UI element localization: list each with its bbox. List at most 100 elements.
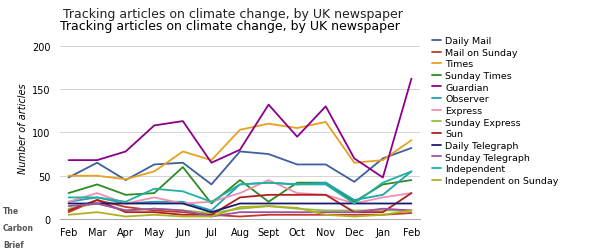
Line: Sunday Times: Sunday Times (68, 167, 412, 204)
Independent (293, 183, 301, 186)
Mail on Sunday (322, 213, 329, 216)
Observer (122, 202, 130, 205)
Independent on Sunday (379, 213, 386, 216)
Express (379, 196, 386, 199)
Observer (322, 181, 329, 184)
Sunday Telegraph (236, 211, 244, 214)
Sun (122, 211, 130, 214)
Text: The: The (3, 206, 19, 215)
Sun (293, 194, 301, 197)
Guardian (322, 105, 329, 108)
Independent on Sunday (408, 209, 415, 212)
Mail on Sunday (265, 213, 272, 216)
Independent (94, 196, 101, 199)
Daily Telegraph (236, 202, 244, 205)
Sunday Telegraph (94, 202, 101, 205)
Guardian (94, 159, 101, 162)
Sunday Times (350, 200, 358, 203)
Sun (94, 199, 101, 202)
Sun (322, 194, 329, 197)
Sun (151, 211, 158, 214)
Guardian (293, 136, 301, 139)
Sunday Express (208, 212, 215, 215)
Legend: Daily Mail, Mail on Sunday, Times, Sunday Times, Guardian, Observer, Express, Su: Daily Mail, Mail on Sunday, Times, Sunda… (432, 37, 559, 185)
Guardian (236, 149, 244, 152)
Sunday Express (65, 207, 72, 210)
Guardian (350, 157, 358, 160)
Mail on Sunday (65, 211, 72, 214)
Daily Mail (208, 183, 215, 186)
Daily Mail (265, 153, 272, 156)
Independent on Sunday (350, 215, 358, 218)
Daily Mail (122, 179, 130, 182)
Mail on Sunday (350, 213, 358, 216)
Sunday Telegraph (208, 215, 215, 218)
Sun (379, 211, 386, 214)
Independent (179, 190, 187, 193)
Guardian (208, 162, 215, 165)
Times (122, 178, 130, 181)
Mail on Sunday (179, 211, 187, 214)
Independent on Sunday (236, 206, 244, 209)
Line: Sunday Telegraph: Sunday Telegraph (68, 204, 412, 217)
Sunday Times (265, 200, 272, 203)
Independent on Sunday (122, 215, 130, 218)
Independent on Sunday (265, 205, 272, 208)
Express (208, 200, 215, 203)
Guardian (265, 104, 272, 107)
Text: Tracking articles on climate change, by UK newspaper: Tracking articles on climate change, by … (63, 8, 403, 20)
Independent (265, 181, 272, 184)
Line: Sunday Express: Sunday Express (68, 204, 412, 213)
Sunday Express (94, 202, 101, 205)
Independent (408, 170, 415, 173)
Sunday Express (322, 209, 329, 212)
Daily Telegraph (65, 202, 72, 205)
Sunday Telegraph (265, 211, 272, 214)
Sunday Times (65, 192, 72, 195)
Daily Telegraph (151, 202, 158, 205)
Daily Mail (236, 150, 244, 153)
Sunday Times (122, 194, 130, 197)
Express (408, 192, 415, 195)
Times (265, 123, 272, 126)
Guardian (408, 78, 415, 81)
Sunday Telegraph (350, 211, 358, 214)
Guardian (379, 176, 386, 179)
Observer (65, 200, 72, 203)
Daily Mail (322, 163, 329, 166)
Line: Express: Express (68, 180, 412, 204)
Independent on Sunday (208, 215, 215, 218)
Observer (151, 200, 158, 203)
Express (236, 192, 244, 195)
Daily Telegraph (179, 202, 187, 205)
Sun (179, 213, 187, 216)
Sunday Express (408, 209, 415, 212)
Sunday Times (208, 202, 215, 205)
Times (151, 170, 158, 173)
Mail on Sunday (122, 206, 130, 209)
Mail on Sunday (408, 212, 415, 215)
Independent (65, 196, 72, 199)
Daily Mail (350, 181, 358, 184)
Independent (151, 187, 158, 191)
Daily Telegraph (122, 202, 130, 205)
Sun (408, 192, 415, 195)
Express (322, 194, 329, 197)
Daily Mail (94, 162, 101, 165)
Observer (293, 183, 301, 186)
Observer (94, 196, 101, 199)
Express (94, 192, 101, 195)
Times (94, 175, 101, 178)
Daily Mail (379, 157, 386, 160)
Sun (265, 194, 272, 197)
Daily Telegraph (408, 202, 415, 205)
Express (65, 200, 72, 203)
Sunday Express (293, 207, 301, 210)
Times (293, 127, 301, 130)
Sun (208, 213, 215, 216)
Independent on Sunday (322, 213, 329, 216)
Sunday Times (236, 179, 244, 182)
Mail on Sunday (151, 209, 158, 212)
Observer (179, 200, 187, 203)
Sunday Telegraph (122, 209, 130, 212)
